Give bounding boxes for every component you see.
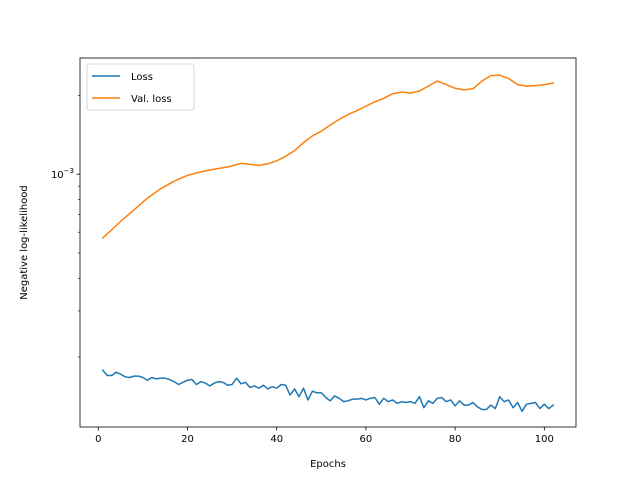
y-axis-label: Negative log-likelihood <box>19 185 30 300</box>
series-line-val-loss <box>101 74 555 240</box>
x-tick-label: 60 <box>360 434 373 445</box>
legend-label: Loss <box>131 72 153 83</box>
x-tick-label: 100 <box>535 434 554 445</box>
y-tick-label: 10−3 <box>51 167 74 181</box>
plot-frame <box>79 57 577 428</box>
x-axis-label: Epochs <box>310 459 346 470</box>
x-tick-label: 40 <box>270 434 283 445</box>
y-axis: 10−3 <box>51 95 80 358</box>
legend-label: Val. loss <box>131 94 172 105</box>
series-layer <box>101 74 555 413</box>
legend: Loss Val. loss <box>86 63 195 111</box>
x-tick-label: 20 <box>181 434 194 445</box>
x-axis: 0 20 40 60 80 100 <box>95 427 554 445</box>
series-line-loss <box>101 369 555 413</box>
x-tick-label: 80 <box>449 434 462 445</box>
x-tick-label: 0 <box>95 434 101 445</box>
